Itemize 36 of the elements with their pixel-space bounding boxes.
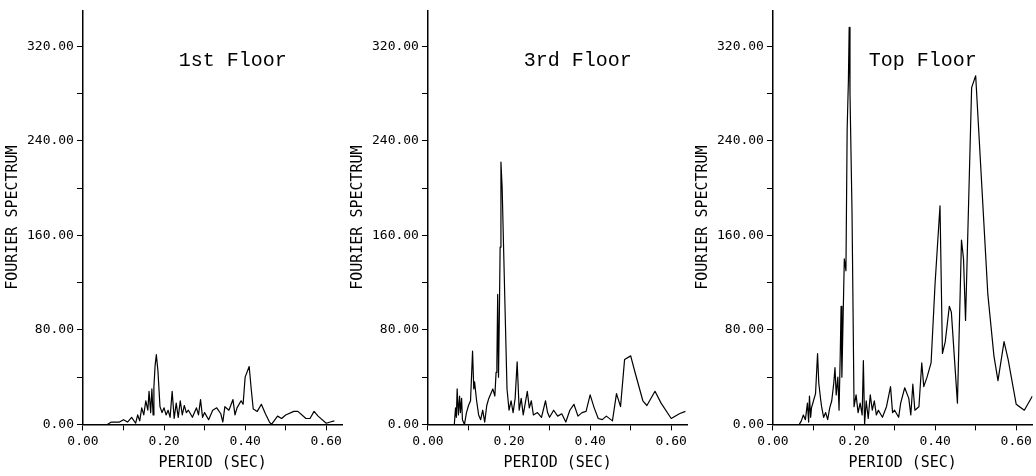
x-tick-label: 0.40 <box>229 432 261 448</box>
y-axis-title: FOURIER SPECTRUM <box>692 145 711 290</box>
x-tick-label: 0.60 <box>1000 432 1032 448</box>
x-tick-label: 0.00 <box>757 432 789 448</box>
y-tick-label: 160.00 <box>26 226 74 242</box>
y-tick-label: 80.00 <box>379 321 419 337</box>
y-tick-label: 160.00 <box>716 226 764 242</box>
y-tick-label: 0.00 <box>387 415 419 431</box>
x-axis-title: PERIOD (SEC) <box>503 452 612 471</box>
y-tick-label: 0.00 <box>732 415 764 431</box>
x-tick-label: 0.20 <box>493 432 525 448</box>
text: 1st Floor <box>178 49 287 73</box>
y-tick-label: 320.00 <box>371 37 419 53</box>
y-tick-label: 160.00 <box>371 226 419 242</box>
text: 3rd Floor <box>523 49 632 73</box>
x-tick-label: 0.00 <box>412 432 444 448</box>
x-tick-label: 0.20 <box>148 432 180 448</box>
y-axis-title: FOURIER SPECTRUM <box>2 145 21 290</box>
y-axis-title: FOURIER SPECTRUM <box>347 145 366 290</box>
x-tick-label: 0.00 <box>67 432 99 448</box>
x-tick-label: 0.20 <box>838 432 870 448</box>
y-tick-label: 80.00 <box>724 321 764 337</box>
x-axis-title: PERIOD (SEC) <box>158 452 267 471</box>
x-tick-label: 0.60 <box>310 432 342 448</box>
y-tick-label: 0.00 <box>42 415 74 431</box>
y-tick-label: 240.00 <box>716 132 764 148</box>
y-tick-label: 240.00 <box>371 132 419 148</box>
x-axis-title: PERIOD (SEC) <box>848 452 957 471</box>
x-tick-label: 0.40 <box>919 432 951 448</box>
y-tick-label: 320.00 <box>26 37 74 53</box>
text: Top Floor <box>868 49 977 73</box>
y-tick-label: 80.00 <box>34 321 74 337</box>
x-tick-label: 0.40 <box>574 432 606 448</box>
x-tick-label: 0.60 <box>655 432 687 448</box>
y-tick-label: 240.00 <box>26 132 74 148</box>
y-tick-label: 320.00 <box>716 37 764 53</box>
